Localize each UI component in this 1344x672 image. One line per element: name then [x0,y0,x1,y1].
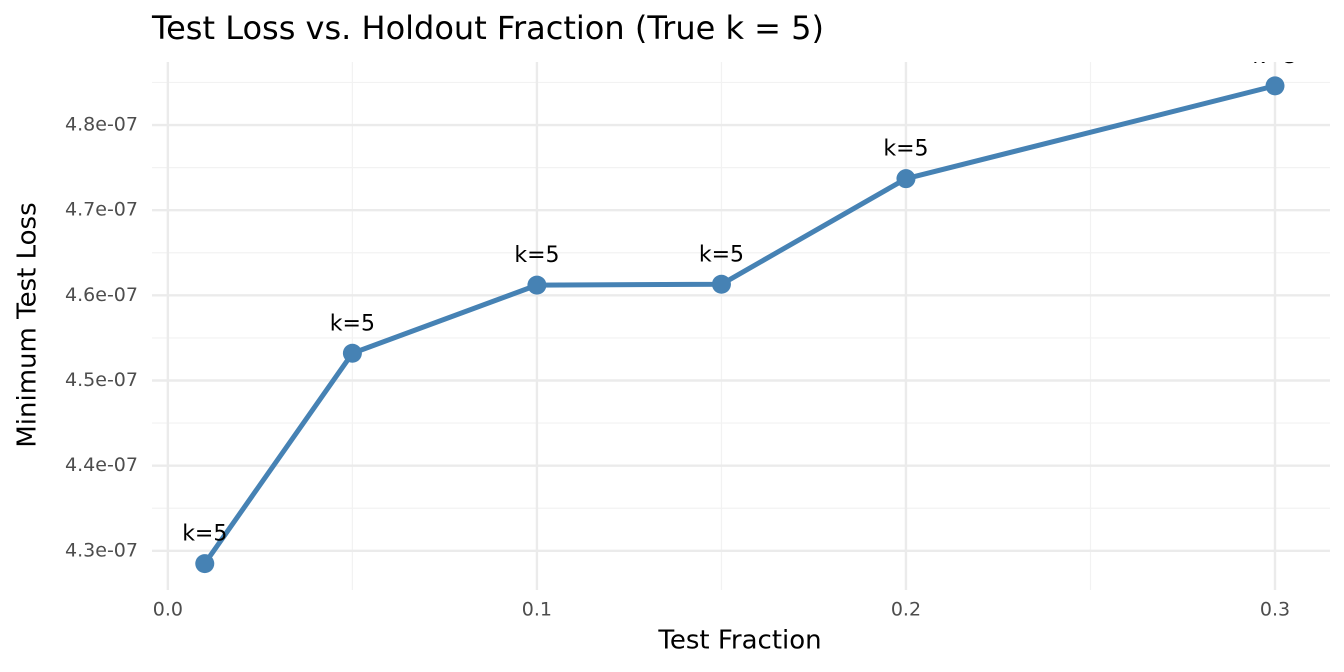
point [195,554,215,574]
x-tick-label: 0.2 [891,599,921,621]
x-tick-label: 0.0 [153,599,183,621]
y-tick-label: 4.6e-07 [65,284,138,306]
point [1265,76,1285,96]
y-tick-label: 4.5e-07 [65,369,138,391]
y-tick-label: 4.8e-07 [65,114,138,136]
point-label: k=5 [883,137,928,162]
point [527,275,547,295]
point [342,343,362,363]
grid [152,62,1330,590]
x-axis-title: Test Fraction [657,626,821,656]
chart-title: Test Loss vs. Holdout Fraction (True k =… [151,9,824,47]
point [896,169,916,189]
y-tick-label: 4.4e-07 [65,454,138,476]
point-label: k=5 [699,242,744,267]
point [711,274,731,294]
plot-area: k=5 k=5 k=5 k=5 k=5 k=5 [182,44,1298,574]
x-tick-label: 0.3 [1260,599,1290,621]
point-label: k=5 [514,243,559,268]
point-label: k=5 [330,311,375,336]
point-label: k=5 [1252,44,1297,69]
y-tick-label: 4.3e-07 [65,539,138,561]
x-tick-label: 0.1 [522,599,552,621]
point-label: k=5 [182,522,227,547]
line [202,83,1276,566]
y-axis-title: Minimum Test Loss [13,202,43,447]
y-tick-label: 4.7e-07 [65,199,138,221]
